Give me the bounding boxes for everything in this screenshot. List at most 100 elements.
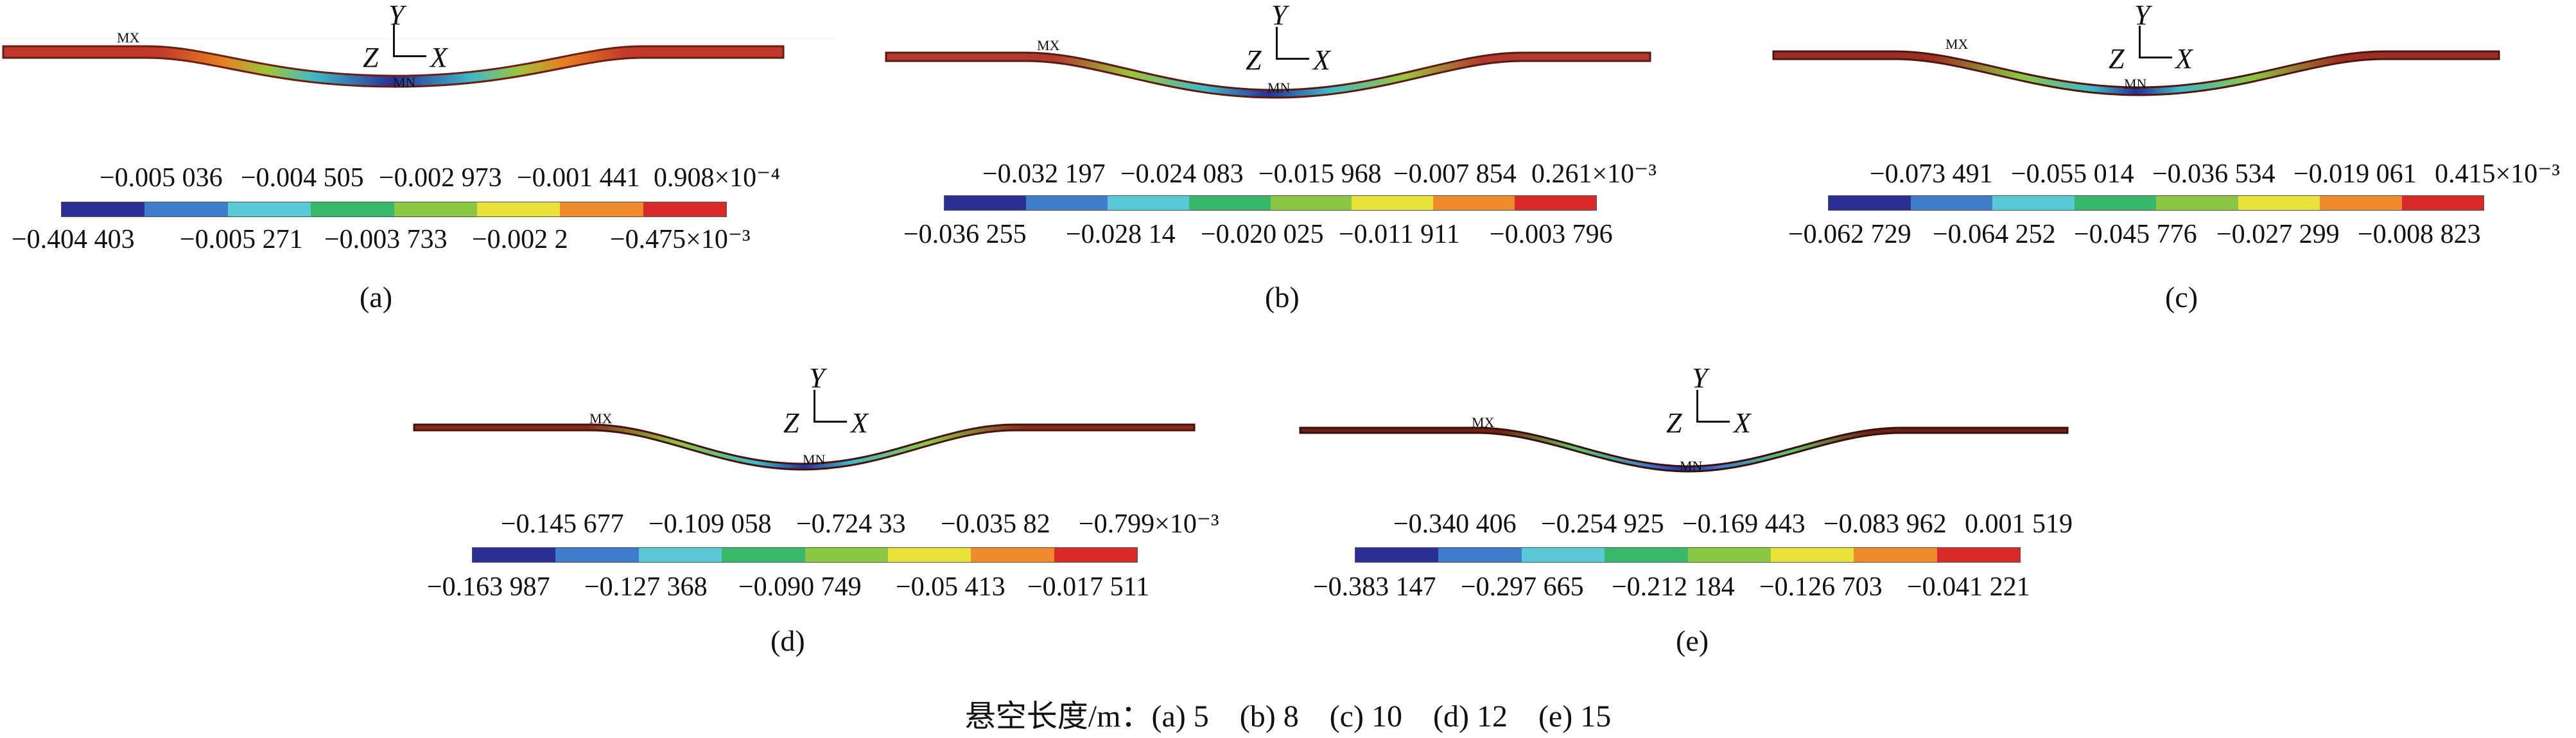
top-label-5: −0.799×10⁻³ xyxy=(1079,509,1219,539)
colorbar-segment xyxy=(1829,196,1911,210)
colorbar-segment xyxy=(560,202,643,216)
top-label-1: −0.005 036 xyxy=(100,163,223,193)
colorbar-segment xyxy=(2238,196,2320,210)
bottom-label-3: −0.090 749 xyxy=(738,572,862,602)
colorbar-segment xyxy=(805,548,888,562)
colorbar-segment xyxy=(971,548,1054,562)
top-label-5: 0.908×10⁻⁴ xyxy=(654,163,780,193)
bottom-label-4: −0.05 413 xyxy=(896,572,1005,602)
top-label-2: −0.004 505 xyxy=(241,163,364,193)
colorbar-segment xyxy=(1107,196,1189,210)
colorbar-segment xyxy=(643,202,726,216)
bottom-label-1: −0.163 987 xyxy=(427,572,550,602)
bottom-label-2: −0.064 252 xyxy=(1933,220,2056,249)
colorbar-segment xyxy=(62,202,145,216)
panel-c: MX MN Y Z X −0.073 491 −0.055 014 −0.036… xyxy=(1741,0,2576,321)
top-label-1: −0.073 491 xyxy=(1870,159,1993,189)
colorbar-segment xyxy=(887,548,971,562)
max-marker: MX xyxy=(1472,414,1495,430)
bottom-label-3: −0.020 025 xyxy=(1201,220,1324,249)
colorbar-segment xyxy=(1352,196,1434,210)
colorbar-segment xyxy=(1521,548,1605,562)
colorbar-segment xyxy=(722,548,805,562)
colorbar-segment xyxy=(1433,196,1515,210)
pipe-deformation-c xyxy=(1772,50,2500,96)
bottom-label-2: −0.005 271 xyxy=(180,225,303,254)
pipe-deformation-b xyxy=(885,51,1651,99)
colorbar-e xyxy=(1355,547,2021,563)
bottom-label-4: −0.126 703 xyxy=(1759,572,1883,602)
bottom-label-2: −0.028 14 xyxy=(1066,220,1176,249)
colorbar-segment xyxy=(555,548,639,562)
colorbar-segment xyxy=(473,548,556,562)
panel-d: MX MN Y Z X −0.145 677 −0.109 058 −0.724… xyxy=(398,356,1252,665)
colorbar-segment xyxy=(1515,196,1596,210)
pipe-deformation-e xyxy=(1299,426,2069,473)
bottom-label-1: −0.404 403 xyxy=(12,225,135,254)
colorbar-segment xyxy=(638,548,722,562)
panel-label-b: (b) xyxy=(1265,281,1300,313)
top-label-3: −0.724 33 xyxy=(796,509,906,539)
top-label-1: −0.145 677 xyxy=(501,509,624,539)
colorbar-segment xyxy=(1770,548,1854,562)
max-marker: MX xyxy=(117,30,140,46)
colorbar-segment xyxy=(1992,196,2075,210)
bottom-label-2: −0.127 368 xyxy=(584,572,708,602)
colorbar-a xyxy=(61,202,727,217)
colorbar-segment xyxy=(227,202,311,216)
bottom-label-4: −0.011 911 xyxy=(1339,220,1460,249)
panel-label-a: (a) xyxy=(360,281,393,313)
top-label-5: 0.415×10⁻³ xyxy=(2435,159,2560,189)
bottom-label-5: −0.041 221 xyxy=(1907,572,2030,602)
colorbar-segment xyxy=(476,202,561,216)
colorbar-segment xyxy=(1188,196,1271,210)
colorbar-segment xyxy=(1270,196,1352,210)
top-label-3: −0.002 973 xyxy=(379,163,502,193)
bottom-label-1: −0.383 147 xyxy=(1313,572,1436,602)
colorbar-segment xyxy=(311,202,394,216)
pipe-deformation-a xyxy=(0,38,835,88)
top-label-4: −0.019 061 xyxy=(2293,159,2417,189)
colorbar-segment xyxy=(944,196,1026,210)
colorbar-b xyxy=(944,195,1597,211)
top-label-5: 0.001 519 xyxy=(1965,509,2073,539)
colorbar-segment xyxy=(2074,196,2156,210)
figure-caption: 悬空长度/m：(a) 5 (b) 8 (c) 10 (d) 12 (e) 15 xyxy=(964,699,1612,734)
top-label-4: −0.001 441 xyxy=(517,163,640,193)
min-marker: MN xyxy=(393,75,416,91)
colorbar-segment xyxy=(1605,548,1688,562)
bottom-label-1: −0.036 255 xyxy=(903,220,1027,249)
max-marker: MX xyxy=(1945,36,1969,52)
panel-b: MX MN Y Z X −0.032 197 −0.024 083 −0.015… xyxy=(880,0,1714,321)
top-label-2: −0.055 014 xyxy=(2011,159,2134,189)
top-label-4: −0.083 962 xyxy=(1823,509,1947,539)
colorbar-segment xyxy=(1854,548,1937,562)
colorbar-segment xyxy=(1687,548,1771,562)
min-marker: MN xyxy=(1680,458,1703,474)
colorbar-d xyxy=(472,547,1138,563)
panel-label-d: (d) xyxy=(770,624,805,657)
colorbar-segment xyxy=(2320,196,2402,210)
top-label-1: −0.032 197 xyxy=(982,159,1106,189)
top-label-5: 0.261×10⁻³ xyxy=(1531,159,1657,189)
colorbar-segment xyxy=(144,202,228,216)
bottom-label-4: −0.027 299 xyxy=(2216,220,2340,249)
min-marker: MN xyxy=(1267,80,1291,96)
top-label-4: −0.007 854 xyxy=(1393,159,1517,189)
panel-e: MX MN Y Z X −0.340 406 −0.254 925 −0.169… xyxy=(1291,356,2145,665)
top-label-2: −0.109 058 xyxy=(648,509,772,539)
colorbar-segment xyxy=(1025,196,1108,210)
bottom-label-2: −0.297 665 xyxy=(1461,572,1584,602)
bottom-label-5: −0.017 511 xyxy=(1027,572,1150,602)
bottom-label-4: −0.002 2 xyxy=(472,225,568,254)
colorbar-segment xyxy=(1910,196,1992,210)
bottom-label-3: −0.045 776 xyxy=(2074,220,2197,249)
bottom-label-3: −0.212 184 xyxy=(1612,572,1735,602)
pipe-deformation-d xyxy=(413,423,1196,471)
bottom-label-5: −0.003 796 xyxy=(1490,220,1613,249)
top-label-4: −0.035 82 xyxy=(941,509,1050,539)
top-label-3: −0.036 534 xyxy=(2152,159,2276,189)
panel-label-e: (e) xyxy=(1676,624,1709,657)
colorbar-segment xyxy=(1936,548,2020,562)
panel-a: MX MN Y Z X −0.005 036 −0.004 505 −0.002… xyxy=(0,0,835,321)
